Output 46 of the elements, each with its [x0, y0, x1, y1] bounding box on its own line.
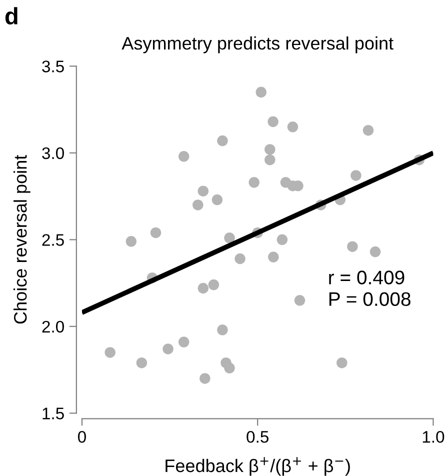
point	[217, 324, 228, 336]
y-axis-title: Choice reversal point	[14, 154, 30, 324]
x-tick-label: 1.0	[422, 430, 444, 443]
point	[208, 279, 220, 290]
point	[362, 124, 374, 136]
y-tick-label: 2.5	[42, 234, 64, 246]
point	[287, 122, 298, 132]
y-tick-label: 3.5	[42, 60, 64, 72]
point	[212, 194, 223, 206]
point	[126, 236, 137, 247]
point	[276, 234, 288, 246]
point	[264, 154, 276, 166]
point	[150, 227, 162, 238]
x-tick-label: 0	[78, 430, 86, 443]
point	[198, 282, 209, 294]
annotation: r = 0.409	[329, 270, 404, 284]
annotation: P = 0.008	[329, 292, 410, 306]
x-axis-title: Feedback β$^{+}$/(β$^{+}$ + β$^{−}$)	[166, 457, 350, 476]
y-tick-label: 2.0	[42, 320, 64, 333]
point	[136, 357, 148, 368]
point	[192, 200, 204, 210]
point	[294, 295, 306, 306]
y-tick-label: 1.5	[42, 408, 64, 420]
point	[224, 232, 235, 244]
x-tick-label: 0.5	[246, 430, 268, 443]
point	[336, 357, 348, 368]
point	[178, 151, 190, 162]
point	[350, 170, 362, 181]
point	[268, 116, 278, 128]
point	[264, 144, 276, 155]
point	[217, 135, 228, 146]
point	[162, 344, 174, 354]
point	[198, 186, 209, 196]
point	[347, 241, 358, 252]
chart-title: Asymmetry predicts reversal point	[122, 36, 394, 54]
text: d	[5, 7, 18, 24]
point	[178, 336, 190, 348]
point	[370, 246, 381, 258]
point	[234, 253, 246, 264]
point	[256, 86, 266, 98]
point	[200, 373, 210, 384]
point	[248, 177, 260, 188]
point	[268, 252, 279, 262]
point	[224, 362, 235, 374]
y-tick-label: 3.0	[42, 147, 64, 160]
point	[104, 347, 116, 358]
